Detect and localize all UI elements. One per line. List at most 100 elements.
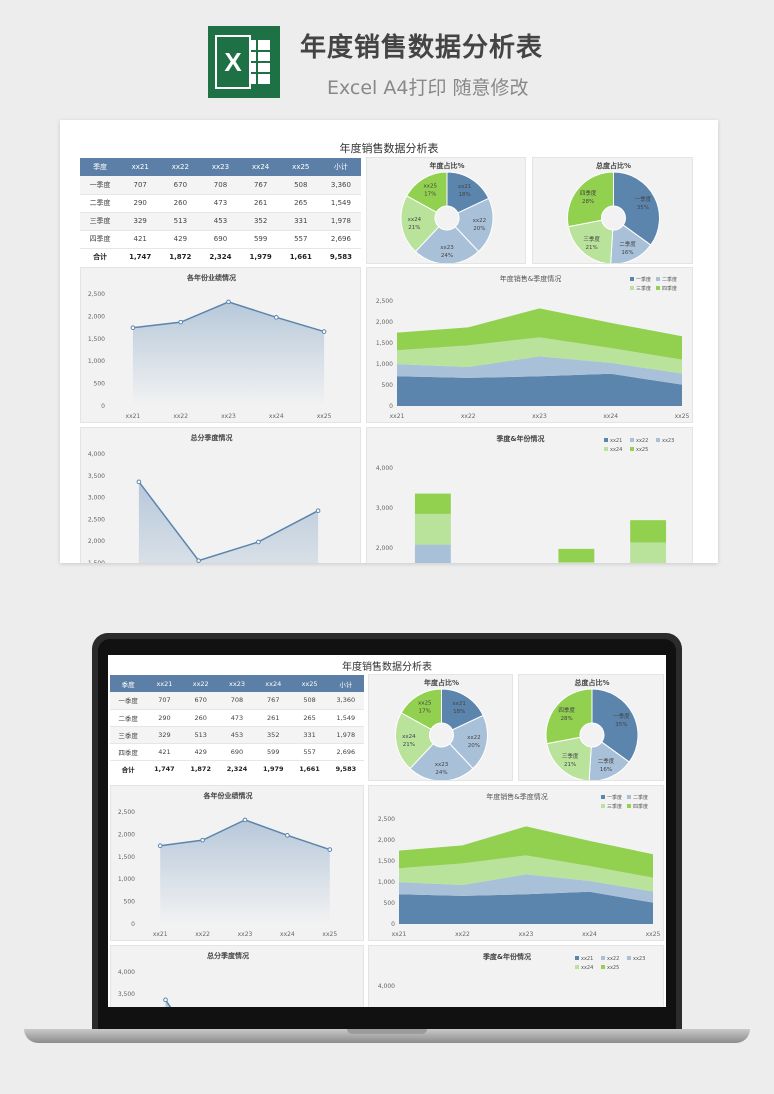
table-cell: 1,661: [291, 760, 328, 777]
sheet-preview: 年度销售数据分析表 季度 xx21 xx22 xx23 xx24 xx25 小计 一季度 707…: [60, 120, 718, 563]
stacked-area-1: [397, 356, 682, 385]
pie-slice: [610, 224, 652, 263]
pie-slice: [449, 714, 488, 770]
x-tick-label: xx23: [532, 413, 547, 420]
x-tick-label: xx22: [461, 413, 476, 420]
stacked-area-2: [399, 855, 653, 892]
slice-label: 四季度: [558, 706, 575, 714]
stacked-area-panel: 年度销售&季度情况 一季度 二季度 三季度 四季度 0 500 1,000 1,500 2,000…: [366, 267, 693, 423]
slice-value-label: 21%: [586, 245, 598, 251]
screen-sales-table: 季度 xx21 xx22 xx23 xx24 xx25 小计 一季度 707 670 708 767 5…: [110, 675, 364, 777]
legend-swatch: [656, 286, 660, 290]
y-tick-label: 1,000: [118, 876, 135, 883]
table-cell: 352: [255, 726, 292, 744]
table-cell: 260: [182, 709, 219, 727]
slice-value-label: 28%: [582, 199, 594, 205]
y-tick-label: 2,000: [376, 319, 393, 326]
sales-table: 季度 xx21 xx22 xx23 xx24 xx25 小计 一季度 707 670 708 767 5…: [80, 158, 361, 266]
slice-value-label: 35%: [637, 205, 649, 211]
y-tick-label: 4,000: [88, 451, 105, 458]
legend-swatch: [601, 795, 605, 799]
table-row-label: 一季度: [110, 692, 147, 710]
table-row-label: 二季度: [80, 194, 121, 213]
table-cell: 599: [255, 743, 292, 761]
legend-label: 三季度: [607, 803, 622, 810]
table-cell: 9,583: [320, 248, 361, 266]
slice-value-label: 16%: [621, 250, 633, 256]
table-row: 二季度 290 260 473 261 265 1,549: [110, 709, 364, 727]
series-line: [164, 999, 172, 1007]
table-cell: 429: [182, 743, 219, 761]
table-cell: 1,978: [320, 212, 361, 231]
table-cell: 290: [146, 709, 183, 727]
pie-slice: [567, 171, 614, 228]
table-cell: 260: [160, 194, 201, 213]
pie-slice: [546, 736, 592, 780]
legend-label: xx21: [581, 956, 593, 962]
y-tick-label: 2,000: [376, 545, 393, 552]
legend-label: 三季度: [636, 285, 651, 292]
pie-slice: [395, 712, 434, 770]
chart-svg: 总度占比% 一季度 35% 二季度 16% 三季度 21% 四季度 28%: [545, 678, 639, 780]
table-cell: 1,979: [240, 248, 281, 266]
table-cell: 331: [280, 212, 321, 231]
table-row-label: 二季度: [110, 709, 147, 727]
table-cell: 473: [200, 194, 241, 213]
bar-segment: [414, 544, 451, 563]
legend-swatch: [630, 286, 634, 290]
legend-swatch: [656, 438, 660, 442]
x-tick-label: xx22: [455, 931, 470, 938]
pie-slice: [409, 743, 474, 780]
table-row: 四季度 421 429 690 599 557 2,696: [80, 230, 361, 249]
x-tick-label: xx22: [195, 931, 210, 938]
x-tick-label: xx25: [675, 413, 690, 420]
table-header-cell: xx24: [240, 158, 281, 176]
table-cell: 690: [218, 743, 256, 761]
screen-yearly-area-panel: 各年份业绩情况 0 500 1,000 1,500 2,000 2,500 xx21 xx22 x…: [110, 785, 364, 941]
year-pie-panel: 年度占比% xx21 18% xx22 20% xx23 24% xx24 21% xx25 17%: [366, 157, 526, 264]
table-cell: 9,583: [327, 760, 364, 777]
table-cell: 265: [291, 709, 328, 727]
y-tick-label: 1,000: [88, 358, 105, 365]
chart-title: 年度销售&季度情况: [486, 792, 547, 801]
table-cell: 508: [291, 692, 328, 710]
table-row-label: 合计: [80, 248, 121, 266]
slice-value-label: 16%: [600, 767, 612, 773]
table-cell: 670: [160, 176, 201, 195]
slice-value-label: 17%: [419, 709, 431, 715]
stacked-area-3: [399, 826, 653, 878]
slice-label: xx22: [467, 735, 481, 741]
chart-title: 各年份业绩情况: [203, 791, 253, 800]
pie-slice: [400, 688, 442, 730]
table-cell: 329: [146, 726, 183, 744]
laptop-screen: 年度销售数据分析表 季度 xx21 xx22 xx23 xx24 xx25 小计 一季度 707…: [108, 655, 666, 1007]
table-row-label: 一季度: [80, 176, 121, 195]
x-tick-label: xx25: [646, 931, 661, 938]
table-row: 二季度 290 260 473 261 265 1,549: [80, 194, 361, 213]
bar-segment: [630, 542, 667, 563]
legend-swatch: [630, 438, 634, 442]
data-point: [327, 847, 333, 852]
y-tick-label: 4,000: [378, 983, 395, 990]
slice-label: 一季度: [635, 195, 652, 203]
slice-value-label: 17%: [424, 192, 436, 198]
table-header-cell: 季度: [80, 158, 121, 176]
chart-svg: 年度占比% xx21 18% xx22 20% xx23 24% xx24 21% xx25 17%: [395, 678, 488, 780]
table-header-cell: 小计: [327, 675, 364, 692]
pie-slice: [414, 226, 480, 263]
legend-swatch: [575, 956, 579, 960]
chart-svg: 总分季度情况1,0001,5002,0002,5003,0003,5004,00…: [88, 433, 321, 563]
x-tick-label: xx21: [392, 931, 407, 938]
legend-label: 二季度: [633, 794, 648, 801]
slice-label: xx23: [440, 245, 454, 251]
legend-swatch: [656, 277, 660, 281]
legend-label: xx23: [662, 438, 674, 444]
x-tick-label: xx24: [582, 931, 597, 938]
pie-slice: [446, 171, 490, 214]
table-cell: 473: [218, 709, 256, 727]
screen-quarter-area-panel: 总分季度情况1,0001,5002,0002,5003,0003,5004,00…: [110, 945, 364, 1007]
table-row-label: 三季度: [80, 212, 121, 231]
slice-label: xx21: [458, 184, 472, 190]
legend-label: xx22: [636, 438, 648, 444]
y-tick-label: 1,500: [88, 560, 105, 563]
